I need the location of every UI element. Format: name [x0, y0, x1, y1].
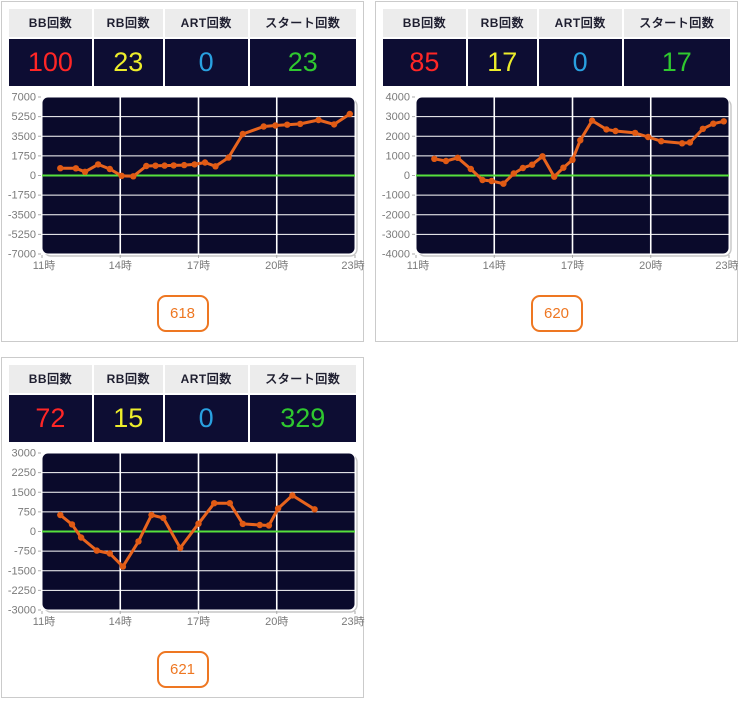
stats-header-rb: RB回数 — [93, 9, 163, 37]
svg-text:-3000: -3000 — [382, 229, 410, 241]
svg-text:17時: 17時 — [187, 259, 210, 272]
svg-text:0: 0 — [30, 526, 36, 538]
svg-text:23時: 23時 — [341, 259, 364, 272]
svg-text:-1750: -1750 — [8, 190, 36, 202]
svg-text:11時: 11時 — [407, 259, 429, 272]
bb-count-value: 100 — [9, 39, 92, 86]
stats-header-art: ART回数 — [538, 9, 622, 37]
svg-text:20時: 20時 — [265, 615, 288, 628]
svg-text:4000: 4000 — [386, 92, 410, 104]
svg-text:17時: 17時 — [561, 259, 584, 272]
svg-text:11時: 11時 — [33, 615, 55, 628]
svg-text:5250: 5250 — [12, 111, 36, 123]
stats-header-start: スタート回数 — [623, 9, 730, 37]
rb-count-value: 15 — [93, 395, 163, 442]
svg-text:11時: 11時 — [33, 259, 55, 272]
bb-count-value: 72 — [9, 395, 92, 442]
stats-header-bb: BB回数 — [9, 365, 92, 393]
stats-header-start: スタート回数 — [249, 9, 356, 37]
stats-value-row: 72 15 0 329 — [9, 395, 356, 442]
machine-number-row: 621 — [9, 651, 356, 688]
start-count-value: 23 — [249, 39, 356, 86]
stats-table: BB回数 RB回数 ART回数 スタート回数 85 17 0 17 — [383, 9, 730, 86]
svg-text:-1500: -1500 — [8, 565, 36, 577]
stats-value-row: 85 17 0 17 — [383, 39, 730, 86]
svg-text:2000: 2000 — [386, 131, 410, 143]
payout-slump-chart: 4000 3000 2000 1000 0 -1000 -2000 -3000 -4000 11時… — [382, 92, 738, 276]
payout-slump-chart: 3000 2250 1500 750 0 -750 -1500 -2250 -3000 11時 14… — [8, 448, 365, 632]
svg-text:-4000: -4000 — [382, 249, 410, 261]
stats-value-row: 100 23 0 23 — [9, 39, 356, 86]
stats-header-rb: RB回数 — [93, 365, 163, 393]
machine-number-row: 618 — [9, 295, 356, 332]
svg-text:14時: 14時 — [109, 615, 132, 628]
svg-text:-2250: -2250 — [8, 585, 36, 597]
svg-text:3000: 3000 — [386, 111, 410, 123]
svg-text:0: 0 — [30, 170, 36, 182]
svg-text:-3500: -3500 — [8, 209, 36, 221]
svg-text:-2000: -2000 — [382, 209, 410, 221]
svg-text:14時: 14時 — [109, 259, 132, 272]
payout-slump-chart: 7000 5250 3500 1750 0 -1750 -3500 -5250 -7000 11時… — [8, 92, 365, 276]
empty-grid-slot — [375, 357, 738, 698]
stats-table: BB回数 RB回数 ART回数 スタート回数 100 23 0 23 — [9, 9, 356, 86]
machine-number-badge[interactable]: 621 — [156, 651, 209, 688]
svg-text:1750: 1750 — [12, 150, 36, 162]
start-count-value: 329 — [249, 395, 356, 442]
machine-number-badge[interactable]: 620 — [530, 295, 583, 332]
machine-number-badge[interactable]: 618 — [156, 295, 209, 332]
svg-text:20時: 20時 — [639, 259, 662, 272]
svg-text:23時: 23時 — [715, 259, 738, 272]
rb-count-value: 23 — [93, 39, 163, 86]
art-count-value: 0 — [538, 39, 622, 86]
stats-header-row: BB回数 RB回数 ART回数 スタート回数 — [383, 9, 730, 37]
stats-table: BB回数 RB回数 ART回数 スタート回数 72 15 0 329 — [9, 365, 356, 442]
machine-number-row: 620 — [383, 295, 730, 332]
svg-text:20時: 20時 — [265, 259, 288, 272]
art-count-value: 0 — [164, 39, 248, 86]
svg-text:2250: 2250 — [12, 467, 36, 479]
svg-text:-3000: -3000 — [8, 605, 36, 617]
svg-text:3500: 3500 — [12, 131, 36, 143]
start-count-value: 17 — [623, 39, 730, 86]
stats-header-start: スタート回数 — [249, 365, 356, 393]
machine-panel: BB回数 RB回数 ART回数 スタート回数 72 15 0 329 3000 2… — [1, 357, 365, 698]
svg-text:17時: 17時 — [187, 615, 210, 628]
svg-text:23時: 23時 — [341, 615, 364, 628]
svg-text:750: 750 — [18, 506, 36, 518]
rb-count-value: 17 — [467, 39, 537, 86]
svg-text:0: 0 — [404, 170, 410, 182]
svg-text:-7000: -7000 — [8, 249, 36, 261]
stats-header-rb: RB回数 — [467, 9, 537, 37]
svg-text:7000: 7000 — [12, 92, 36, 104]
stats-header-art: ART回数 — [164, 9, 248, 37]
stats-header-row: BB回数 RB回数 ART回数 スタート回数 — [9, 9, 356, 37]
machine-panel: BB回数 RB回数 ART回数 スタート回数 85 17 0 17 4000 30… — [375, 1, 738, 342]
svg-text:-5250: -5250 — [8, 229, 36, 241]
svg-text:3000: 3000 — [12, 448, 36, 460]
stats-header-row: BB回数 RB回数 ART回数 スタート回数 — [9, 365, 356, 393]
svg-text:14時: 14時 — [483, 259, 506, 272]
svg-text:1000: 1000 — [386, 150, 410, 162]
art-count-value: 0 — [164, 395, 248, 442]
stats-header-bb: BB回数 — [9, 9, 92, 37]
machine-panel: BB回数 RB回数 ART回数 スタート回数 100 23 0 23 7000 5… — [1, 1, 365, 342]
stats-header-art: ART回数 — [164, 365, 248, 393]
bb-count-value: 85 — [383, 39, 466, 86]
svg-text:-1000: -1000 — [382, 190, 410, 202]
svg-text:-750: -750 — [14, 546, 36, 558]
stats-header-bb: BB回数 — [383, 9, 466, 37]
svg-text:1500: 1500 — [12, 487, 36, 499]
